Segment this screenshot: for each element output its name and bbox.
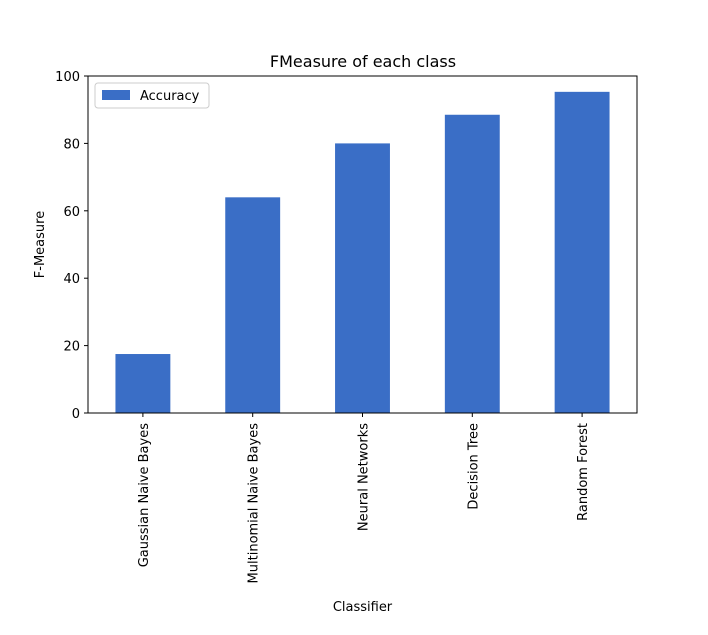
legend-box <box>94 82 210 109</box>
y-tick-label: 100 <box>55 70 80 85</box>
x-tick-label: Gaussian Naive Bayes <box>137 423 152 567</box>
legend: Accuracy <box>94 82 210 109</box>
bar-gaussian-naive-bayes <box>115 354 171 413</box>
y-tick-label: 20 <box>63 340 80 355</box>
y-tick-label: 60 <box>63 205 80 220</box>
x-tick-label: Decision Tree <box>466 423 481 510</box>
bars-group <box>115 91 610 414</box>
x-tick-label: Neural Networks <box>357 423 372 531</box>
bar-random-forest <box>554 91 610 414</box>
y-axis: 0 20 40 60 80 100 <box>55 70 88 422</box>
x-tick-label: Random Forest <box>576 423 591 521</box>
x-tick-label: Multinomial Naive Bayes <box>247 423 262 584</box>
bar-neural-networks <box>335 143 390 413</box>
legend-swatch <box>102 90 130 100</box>
chart-title: FMeasure of each class <box>270 52 456 71</box>
y-tick-label: 40 <box>63 272 80 287</box>
y-axis-label: F-Measure <box>33 211 48 278</box>
legend-label: Accuracy <box>140 89 200 104</box>
y-tick-label: 0 <box>72 407 80 422</box>
bar-multinomial-naive-bayes <box>225 197 281 413</box>
plot-frame <box>87 75 638 414</box>
y-tick-label: 80 <box>63 137 80 152</box>
x-axis: Gaussian Naive Bayes Multinomial Naive Ba… <box>137 413 591 583</box>
bar-decision-tree <box>444 114 500 413</box>
x-axis-label: Classifier <box>333 600 393 615</box>
